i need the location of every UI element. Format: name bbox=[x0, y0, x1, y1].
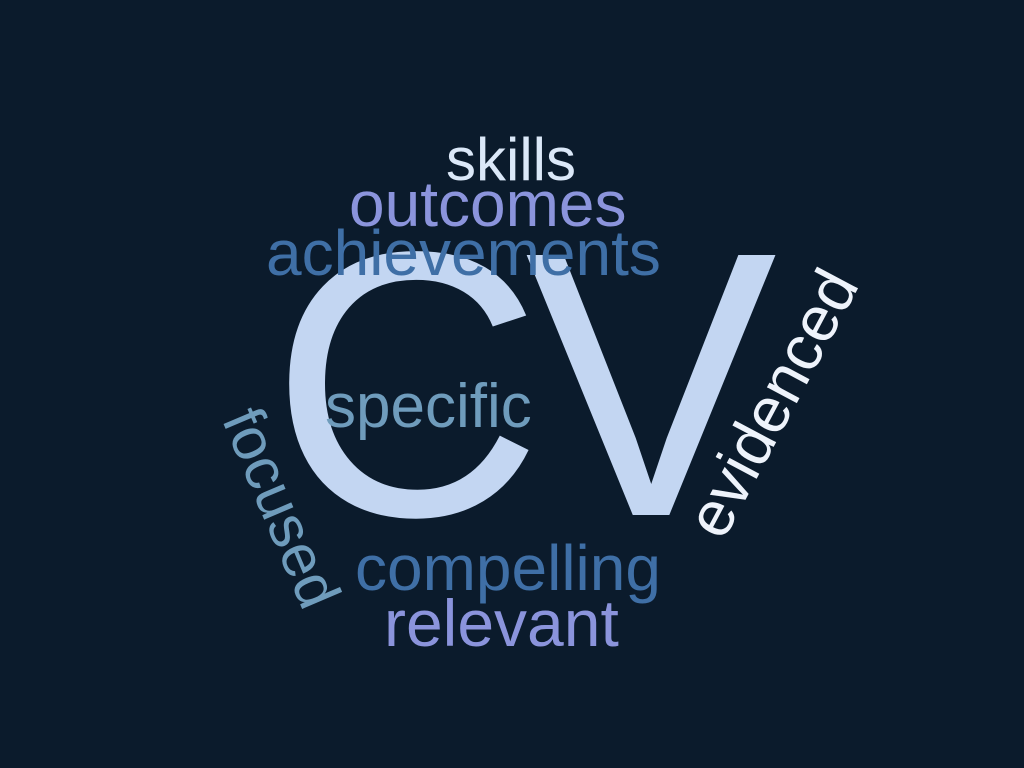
word-cv: CV bbox=[270, 174, 777, 596]
word-outcomes: outcomes bbox=[349, 168, 627, 240]
word-achievements: achievements bbox=[266, 217, 661, 289]
word-relevant: relevant bbox=[384, 586, 619, 660]
word-specific: specific bbox=[325, 372, 532, 441]
word-compelling: compelling bbox=[355, 532, 661, 604]
word-skills: skills bbox=[446, 126, 576, 193]
